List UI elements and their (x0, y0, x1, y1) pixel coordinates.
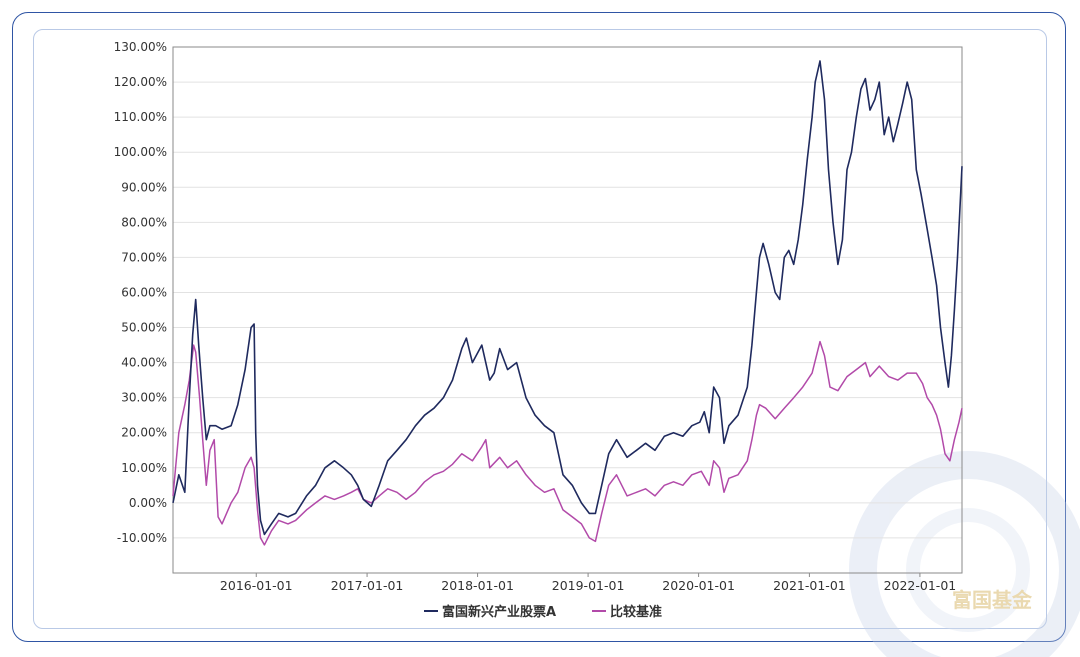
y-tick-label: -10.00% (117, 531, 167, 545)
y-axis: 130.00% 120.00% 110.00% 100.00% 90.00% 80.00%… (114, 40, 167, 545)
y-tick-label: 70.00% (121, 250, 167, 264)
y-tick-label: 60.00% (121, 285, 167, 299)
x-tick-label: 2018-01-01 (441, 578, 514, 593)
x-tick-label: 2022-01-01 (884, 578, 957, 593)
x-tick-label: 2019-01-01 (552, 578, 625, 593)
y-tick-label: 0.00% (129, 496, 167, 510)
legend-label-1: 比较基准 (610, 604, 662, 620)
y-tick-label: 10.00% (121, 461, 167, 475)
y-tick-label: 130.00% (114, 40, 167, 54)
legend: 富国新兴产业股票A 比较基准 (424, 604, 662, 620)
x-axis: 2016-01-01 2017-01-01 2018-01-01 2019-01-01… (220, 573, 956, 593)
watermark-logo (849, 451, 1080, 657)
y-tick-label: 30.00% (121, 391, 167, 405)
y-tick-label: 90.00% (121, 180, 167, 194)
y-tick-label: 40.00% (121, 356, 167, 370)
y-tick-label: 110.00% (114, 110, 167, 124)
series-line-0 (172, 60, 963, 536)
watermark-ring (849, 451, 1080, 657)
series-group (172, 60, 963, 546)
y-tick-label: 80.00% (121, 215, 167, 229)
y-tick-label: 50.00% (121, 321, 167, 335)
x-tick-label: 2021-01-01 (773, 578, 846, 593)
plot-area (172, 46, 963, 574)
grid (173, 46, 962, 539)
legend-label-0: 富国新兴产业股票A (442, 604, 556, 620)
y-tick-label: 100.00% (114, 145, 167, 159)
watermark-inner-ring (906, 508, 1030, 632)
series-line-1 (172, 340, 963, 546)
x-tick-label: 2020-01-01 (662, 578, 735, 593)
x-tick-label: 2017-01-01 (331, 578, 404, 593)
x-tick-label: 2016-01-01 (220, 578, 293, 593)
watermark-text: 富国基金 (952, 588, 1033, 612)
y-tick-label: 120.00% (114, 75, 167, 89)
chart-card (33, 29, 1047, 629)
y-tick-label: 20.00% (121, 426, 167, 440)
